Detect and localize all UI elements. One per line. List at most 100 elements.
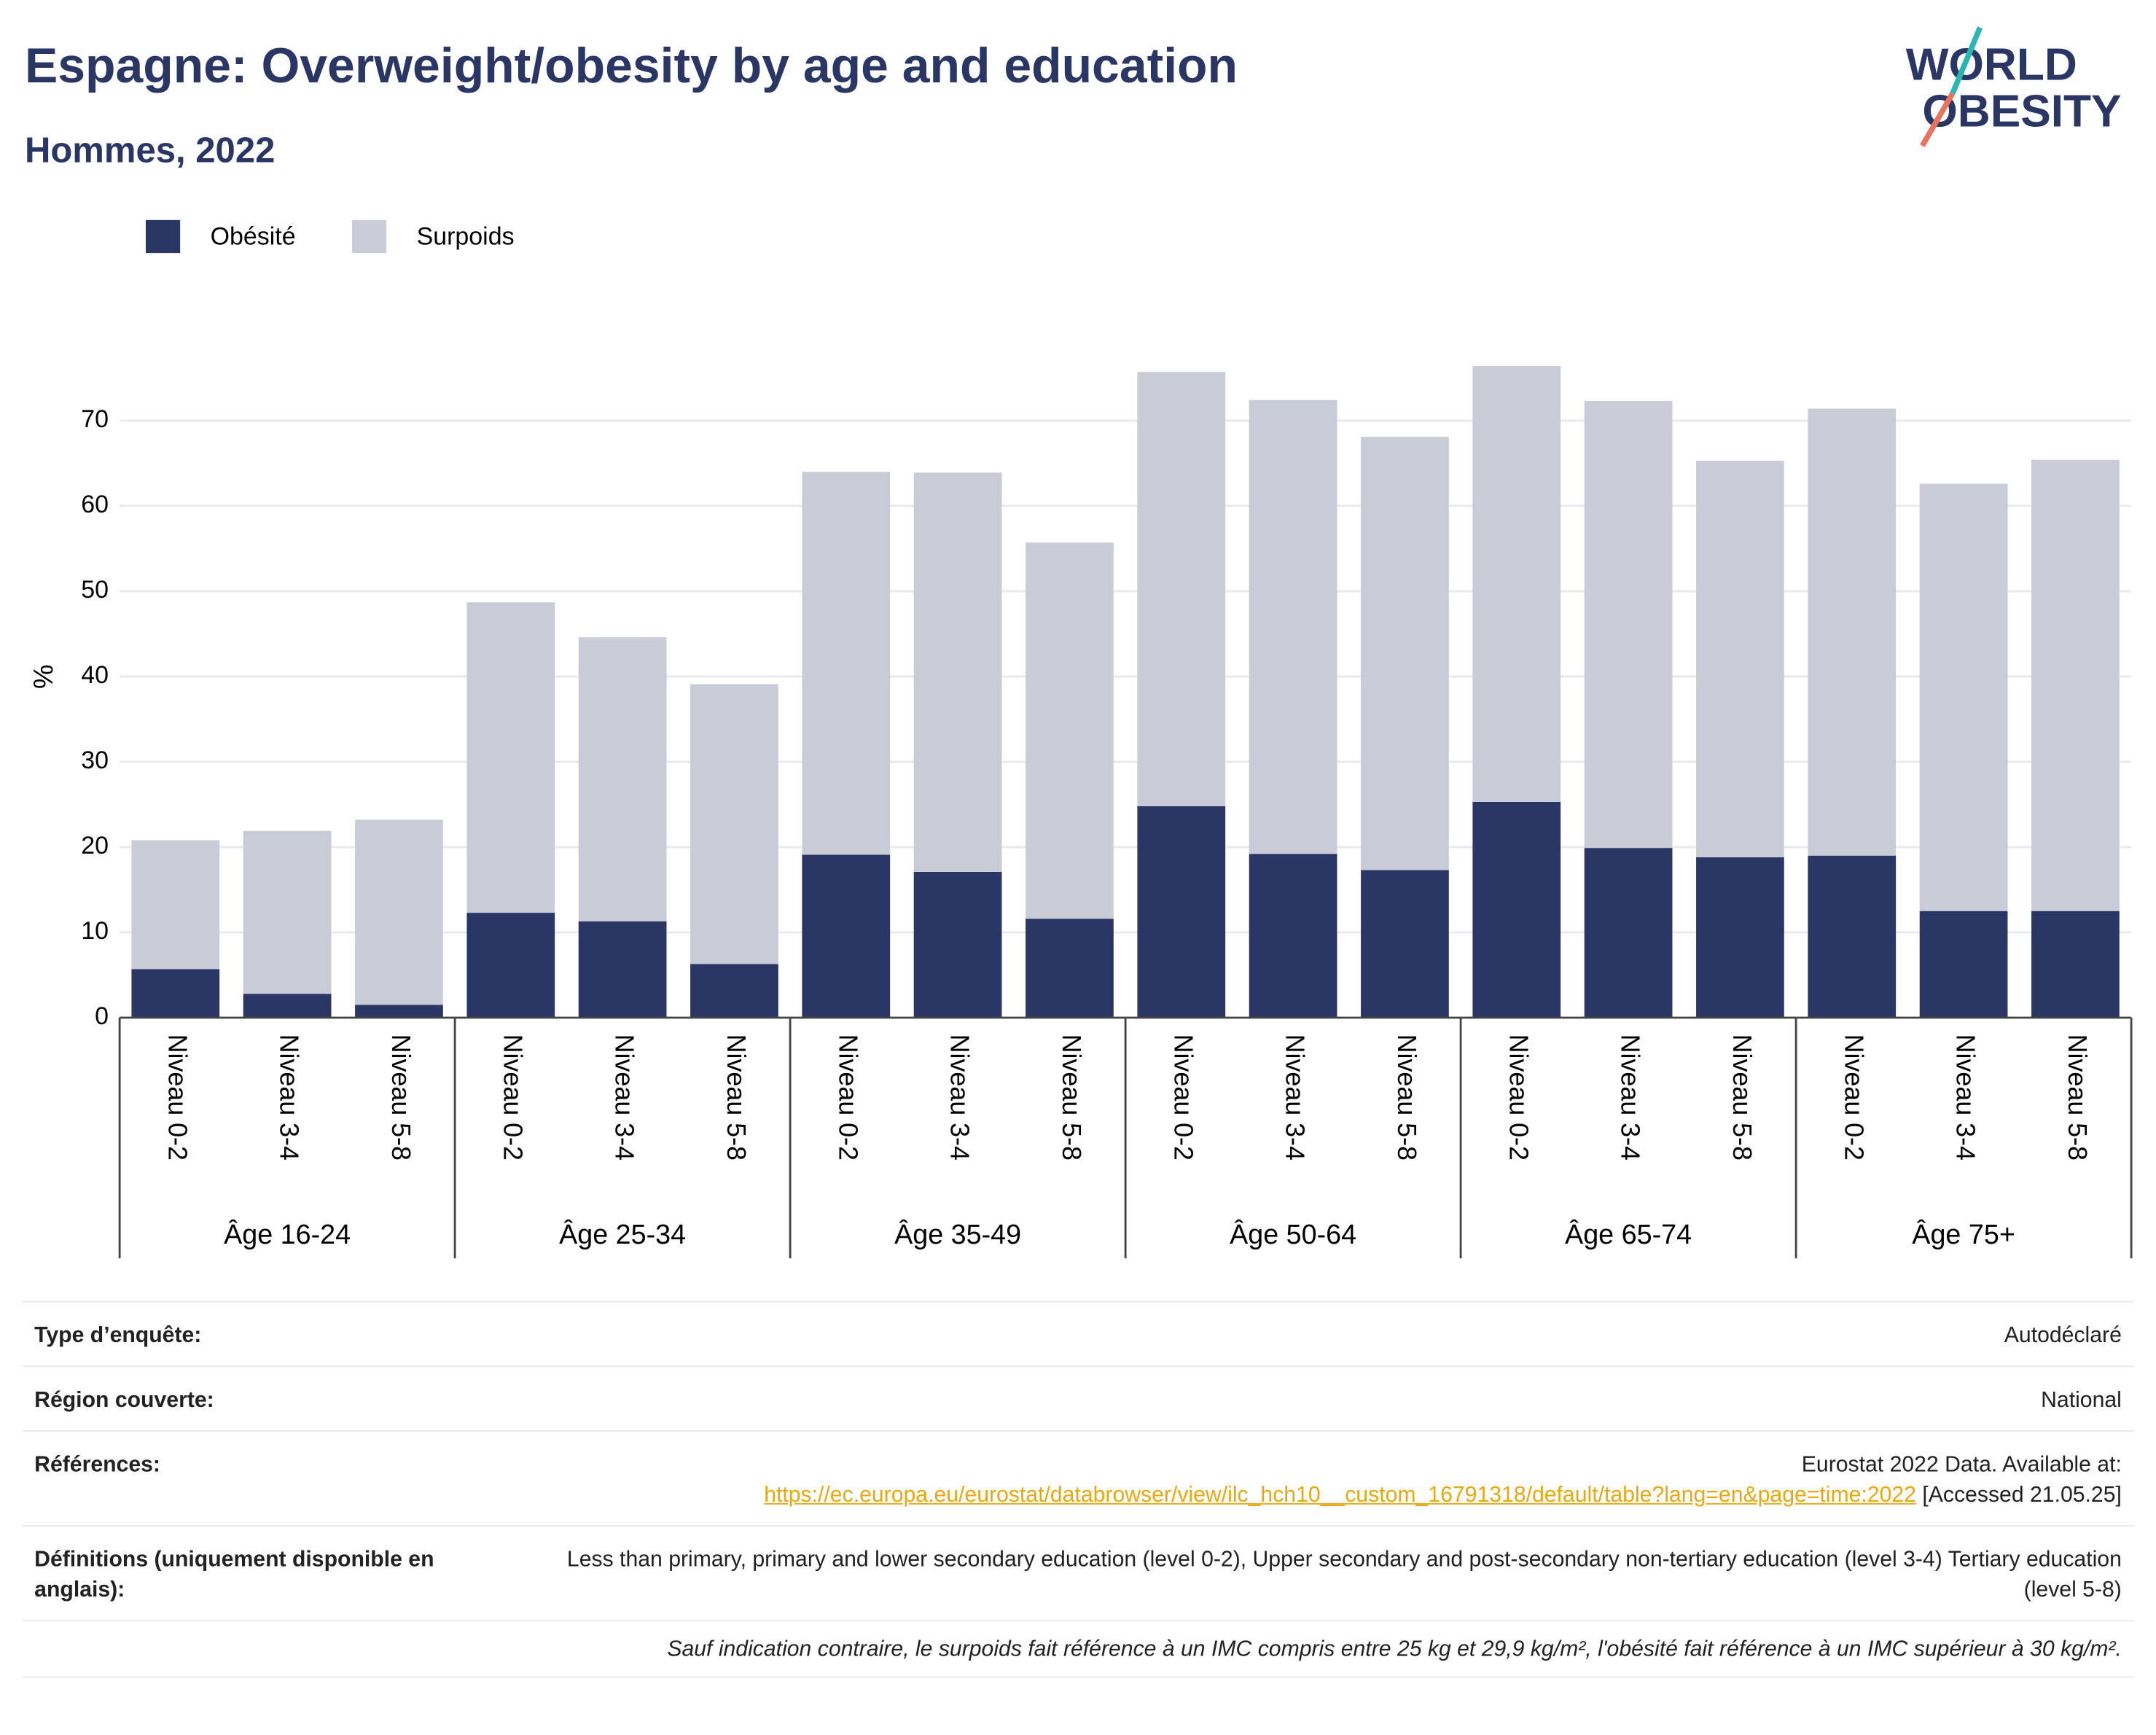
footer-row: Références: Eurostat 2022 Data. Available… [22, 1432, 2134, 1527]
x-tick-label: Niveau 0-2 [833, 1034, 862, 1161]
footer-row: Type d’enquête: Autodéclaré [22, 1303, 2134, 1368]
footer-value-text: Eurostat 2022 Data. Available at: [1801, 1454, 2122, 1478]
x-tick-label: Niveau 5-8 [1392, 1034, 1421, 1161]
logo-text: OBESITY [1922, 87, 2121, 137]
x-tick-label: Niveau 3-4 [1951, 1034, 1980, 1161]
bar-segment [1584, 848, 1673, 1018]
x-tick-label: Niveau 5-8 [1727, 1034, 1757, 1161]
bar-segment [1696, 460, 1784, 858]
bar-segment [802, 854, 891, 1018]
bar-segment [578, 921, 667, 1018]
bar-segment [1808, 408, 1897, 856]
group-label: Âge 50-64 [1230, 1219, 1356, 1249]
bar-segment [243, 830, 332, 994]
y-tick-label: 50 [81, 576, 109, 604]
x-tick-label: Niveau 5-8 [722, 1034, 751, 1161]
bar-segment [1026, 542, 1114, 919]
bar-segment [1919, 483, 2008, 911]
reference-link[interactable]: https://ec.europa.eu/eurostat/databrowse… [764, 1483, 1916, 1508]
y-tick-label: 30 [81, 746, 109, 774]
bar-segment [355, 1005, 443, 1018]
footer-value: Autodéclaré [2004, 1322, 2122, 1352]
bar-segment [2031, 911, 2120, 1018]
bar-segment [1472, 801, 1561, 1018]
bar-segment [1361, 870, 1449, 1018]
footer-value-text: National [2041, 1389, 2122, 1413]
bar-segment [1808, 855, 1897, 1018]
y-tick-label: 60 [81, 491, 109, 518]
chart: Espagne: Overweight/obesity by age and e… [25, 26, 2133, 1259]
x-tick-label: Niveau 3-4 [610, 1034, 639, 1161]
logo-slash [1920, 92, 1956, 147]
footer-label: Références: [34, 1454, 160, 1478]
bar-segment [1137, 372, 1226, 806]
bar-segment [1361, 437, 1449, 870]
y-tick-label: 0 [95, 1002, 109, 1030]
footer-value-text: Autodéclaré [2004, 1324, 2122, 1348]
legend-label: Surpoids [417, 222, 515, 250]
footer-value: Less than primary, primary and lower sec… [540, 1545, 2122, 1606]
bar-segment [1026, 919, 1114, 1018]
x-tick-label: Niveau 3-4 [275, 1034, 304, 1161]
legend-swatch [351, 219, 387, 254]
x-tick-label: Niveau 0-2 [1504, 1034, 1533, 1161]
footer-value: Eurostat 2022 Data. Available at: https:/… [764, 1451, 2122, 1511]
footer-label: Région couverte: [34, 1389, 214, 1413]
y-tick-label: 20 [81, 832, 109, 859]
y-tick-label: 70 [81, 405, 109, 433]
bar-segment [2031, 459, 2120, 911]
footer-note: Sauf indication contraire, le surpoids f… [22, 1621, 2134, 1678]
bar-segment [131, 840, 220, 970]
x-tick-label: Niveau 0-2 [163, 1034, 192, 1161]
footer-row: Définitions (uniquement disponible en an… [22, 1527, 2134, 1622]
logo-slash [1950, 26, 1983, 95]
y-tick-label: 10 [81, 917, 109, 945]
x-tick-label: Niveau 0-2 [1168, 1034, 1198, 1161]
group-label: Âge 16-24 [224, 1219, 351, 1249]
x-tick-label: Niveau 0-2 [1839, 1034, 1868, 1161]
footer-value-text: Less than primary, primary and lower sec… [566, 1548, 2122, 1602]
x-tick-label: Niveau 3-4 [1281, 1034, 1310, 1161]
bar-segment [131, 969, 220, 1018]
y-axis-label: % [28, 664, 58, 689]
bar-segment [690, 684, 778, 964]
bar-segment [913, 472, 1002, 872]
footer-value: National [2041, 1387, 2122, 1417]
chart-subtitle: Hommes, 2022 [25, 131, 275, 171]
bar-segment [1696, 857, 1784, 1018]
x-tick-label: Niveau 3-4 [1616, 1034, 1645, 1161]
x-tick-label: Niveau 3-4 [945, 1034, 975, 1161]
group-label: Âge 65-74 [1565, 1219, 1692, 1249]
legend-label: Obésité [211, 222, 296, 250]
footer-row: Région couverte: National [22, 1367, 2134, 1432]
bar-segment [1919, 911, 2008, 1018]
bar-segment [355, 819, 443, 1005]
bar-segment [578, 637, 667, 921]
footer: Type d’enquête: Autodéclaré Région couvert… [22, 1301, 2134, 1678]
bar-segment [1584, 401, 1673, 849]
x-tick-label: Niveau 5-8 [2063, 1034, 2092, 1161]
legend-swatch [145, 219, 181, 254]
chart-title: Espagne: Overweight/obesity by age and e… [25, 39, 1238, 93]
x-tick-label: Niveau 0-2 [498, 1034, 527, 1161]
footer-label: Type d’enquête: [34, 1324, 202, 1348]
footer-label: Définitions (uniquement disponible en an… [34, 1548, 434, 1602]
x-tick-label: Niveau 5-8 [386, 1034, 415, 1161]
bar-segment [1249, 854, 1337, 1018]
group-label: Âge 75+ [1912, 1219, 2015, 1249]
x-tick-label: Niveau 5-8 [1057, 1034, 1086, 1161]
group-label: Âge 35-49 [894, 1219, 1021, 1249]
bar-segment [1472, 366, 1561, 802]
bar-segment [466, 602, 555, 913]
bar-segment [690, 964, 778, 1018]
y-tick-label: 40 [81, 661, 109, 689]
accessed-text: [Accessed 21.05.25] [1922, 1483, 2122, 1508]
bar-segment [802, 472, 891, 855]
group-label: Âge 25-34 [559, 1219, 686, 1249]
bar-segment [1249, 399, 1337, 854]
bar-segment [466, 913, 555, 1018]
bar-segment [243, 994, 332, 1018]
logo-text: WORLD [1906, 39, 2077, 90]
bar-segment [913, 871, 1002, 1018]
